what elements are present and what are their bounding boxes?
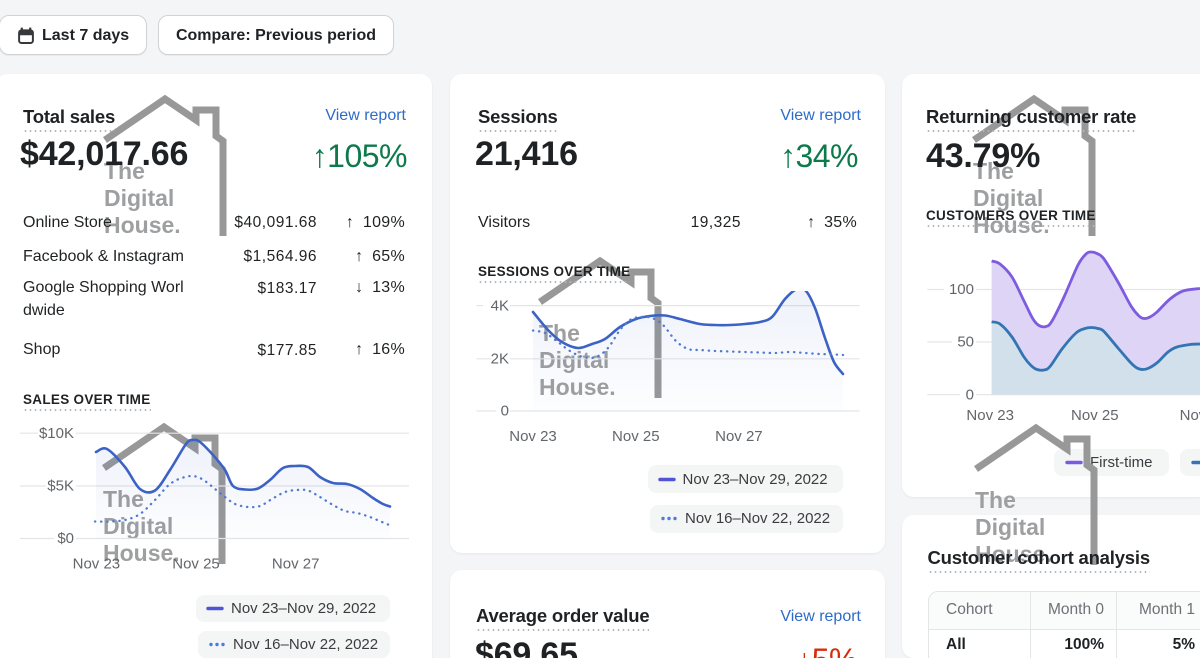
svg-text:Nov 23: Nov 23 [966,407,1014,424]
svg-text:0: 0 [966,386,974,403]
svg-text:Nov 27: Nov 27 [1180,407,1200,424]
svg-text:$10K: $10K [39,425,74,442]
svg-text:Nov 27: Nov 27 [715,428,763,445]
svg-text:Nov 27: Nov 27 [272,556,320,573]
svg-text:100: 100 [949,281,974,298]
svg-text:Nov 25: Nov 25 [1071,407,1119,424]
svg-text:Nov 25: Nov 25 [172,556,220,573]
svg-text:Nov 23: Nov 23 [509,428,557,445]
svg-text:Nov 25: Nov 25 [612,428,660,445]
svg-text:$0: $0 [57,530,74,547]
svg-text:4K: 4K [491,297,509,314]
svg-text:$5K: $5K [47,478,74,495]
svg-text:0: 0 [501,403,509,420]
svg-text:Nov 23: Nov 23 [73,556,121,573]
svg-text:50: 50 [957,334,974,351]
svg-text:2K: 2K [491,351,509,368]
